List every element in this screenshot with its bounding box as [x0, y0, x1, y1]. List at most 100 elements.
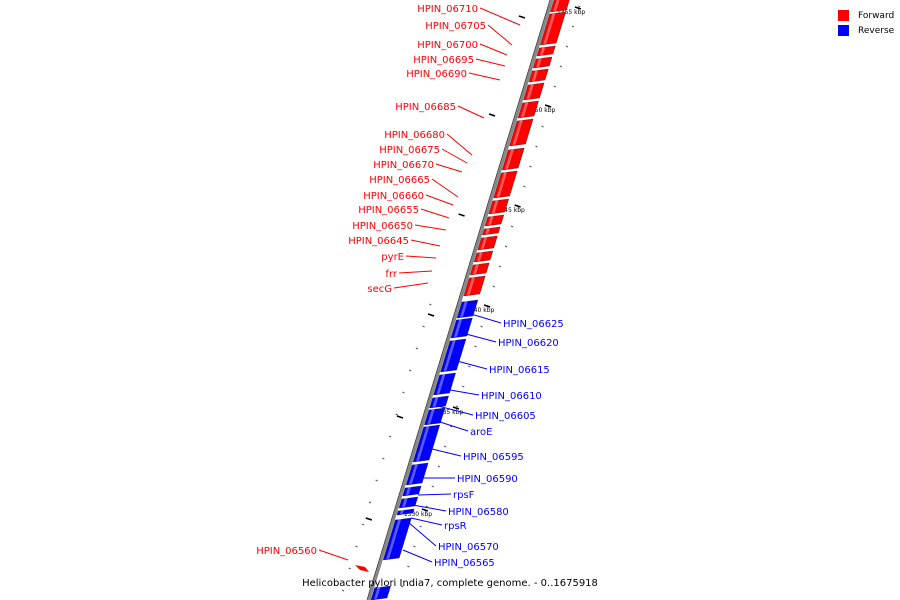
reverse-gene-block-shine — [460, 300, 468, 317]
minor-tick — [419, 525, 422, 528]
forward-gene-block-shine — [466, 276, 476, 295]
forward-gene-block — [550, 0, 570, 13]
forward-gene-block-shine — [521, 101, 529, 117]
minor-tick — [468, 365, 471, 368]
gene-label-rpsr: rpsR — [444, 521, 467, 532]
minor-tick — [553, 85, 556, 88]
forward-gene-block-shine — [553, 0, 560, 11]
minor-tick — [375, 479, 378, 482]
reverse-gene-block — [433, 372, 456, 396]
gene-label-secg: secG — [367, 284, 392, 295]
gene-label-hpin-06590: HPIN_06590 — [457, 474, 518, 485]
gene-leader-hpin-06560 — [318, 549, 349, 561]
forward-gene-block-shine — [488, 215, 494, 225]
gene-leader-hpin-06605 — [437, 405, 474, 416]
minor-tick — [437, 465, 441, 468]
minor-tick — [559, 65, 563, 68]
minor-tick — [529, 165, 532, 168]
major-tick — [483, 304, 491, 308]
reverse-gene-block-shine — [374, 586, 381, 599]
legend-forward: Forward — [838, 8, 894, 23]
forward-gene-block — [517, 100, 539, 119]
gene-leader-hpin-06710 — [479, 7, 521, 26]
label-layer: HPIN_06710 HPIN_06705 HPIN_06700 HPIN_06695… — [256, 4, 564, 569]
gene-label-hpin-06705: HPIN_06705 — [425, 21, 486, 32]
forward-gene-block-shine — [536, 57, 543, 67]
gene-leader-rpsr — [410, 517, 443, 526]
minor-tick — [395, 413, 398, 416]
gene-label-hpin-06605: HPIN_06605 — [475, 411, 536, 422]
gene-leader-hpin-06610 — [449, 389, 480, 396]
reverse-gene-block — [396, 508, 415, 516]
major-tick — [458, 213, 465, 217]
forward-gene-block — [488, 198, 509, 215]
minor-tick — [355, 545, 358, 548]
minor-tick — [498, 265, 502, 268]
reverse-gene-block-shine — [443, 339, 456, 371]
tick-label: 1335 kbp — [435, 409, 463, 416]
major-tick — [574, 6, 582, 10]
gene-leader-hpin-06670 — [435, 163, 463, 173]
reverse-gene-block-shine — [386, 518, 402, 559]
minor-tick — [368, 501, 372, 504]
tick-label: 1345 kbp — [497, 207, 525, 214]
gene-leader-hpin-06660 — [425, 194, 454, 206]
gene-label-frr: frr — [385, 269, 397, 280]
gene-leader-hpin-06690 — [468, 72, 501, 81]
gene-label-rpsf: rpsF — [453, 490, 475, 501]
reverse-gene-block-shine — [427, 408, 435, 424]
minor-tick — [449, 425, 453, 428]
reverse-gene-block-shine — [402, 497, 408, 507]
forward-gene-block — [540, 11, 566, 46]
gene-leader-pyre — [405, 255, 437, 259]
gene-leader-hpin-06565 — [402, 549, 433, 563]
major-tick — [365, 517, 373, 521]
minor-tick — [571, 25, 575, 28]
major-tick — [518, 15, 526, 19]
forward-gene-block — [501, 147, 525, 171]
reverse-gene-block-shine — [405, 486, 412, 495]
forward-swatch — [838, 10, 849, 21]
gene-label-hpin-06710: HPIN_06710 — [417, 4, 478, 15]
forward-gene-block-shine — [512, 119, 524, 145]
forward-gene-block — [533, 56, 553, 69]
tick-label: 1330 kbp — [404, 511, 432, 518]
forward-gene-block — [523, 82, 545, 101]
backbone-edge — [366, 0, 551, 600]
minor-tick — [415, 347, 419, 350]
gene-label-hpin-06655: HPIN_06655 — [358, 205, 419, 216]
gene-leader-rpsf — [417, 493, 452, 496]
forward-gene-block — [509, 118, 534, 147]
minor-tick — [388, 435, 392, 438]
forward-gene-block — [482, 226, 501, 236]
gene-label-hpin-06645: HPIN_06645 — [348, 236, 409, 247]
gene-leader-hpin-06675 — [441, 148, 468, 164]
minor-tick — [407, 565, 410, 568]
major-tick — [396, 415, 404, 419]
minor-tick — [413, 545, 416, 548]
major-tick — [452, 406, 460, 410]
gene-leader-aroe — [439, 421, 469, 432]
minor-tick — [429, 303, 432, 306]
tick-layer: 1355 kbp 1350 kbp 1345 kbp 1340 kbp 1335 kbp… — [341, 5, 585, 592]
gene-leader-hpin-06595 — [431, 448, 462, 457]
gene-leader-hpin-06650 — [414, 224, 447, 231]
minor-tick — [443, 445, 447, 448]
legend-forward-label: Forward — [858, 10, 895, 21]
minor-tick — [361, 523, 365, 526]
legend-reverse: Reverse — [838, 23, 894, 38]
forward-gene-block — [536, 45, 556, 57]
gene-leader-hpin-06615 — [456, 360, 488, 370]
forward-gene-block — [477, 235, 498, 251]
gene-label-hpin-06580: HPIN_06580 — [448, 507, 509, 518]
gene-leader-hpin-06705 — [487, 24, 513, 46]
gene-label-hpin-06700: HPIN_06700 — [417, 40, 478, 51]
minor-tick — [402, 391, 405, 394]
gene-label-hpin-06650: HPIN_06650 — [352, 221, 413, 232]
minor-tick — [341, 589, 345, 592]
gene-label-hpin-06695: HPIN_06695 — [413, 55, 474, 66]
reverse-gene-block — [398, 496, 419, 509]
gene-label-aroe: aroE — [470, 427, 492, 438]
forward-gene-block-shine — [539, 46, 546, 55]
